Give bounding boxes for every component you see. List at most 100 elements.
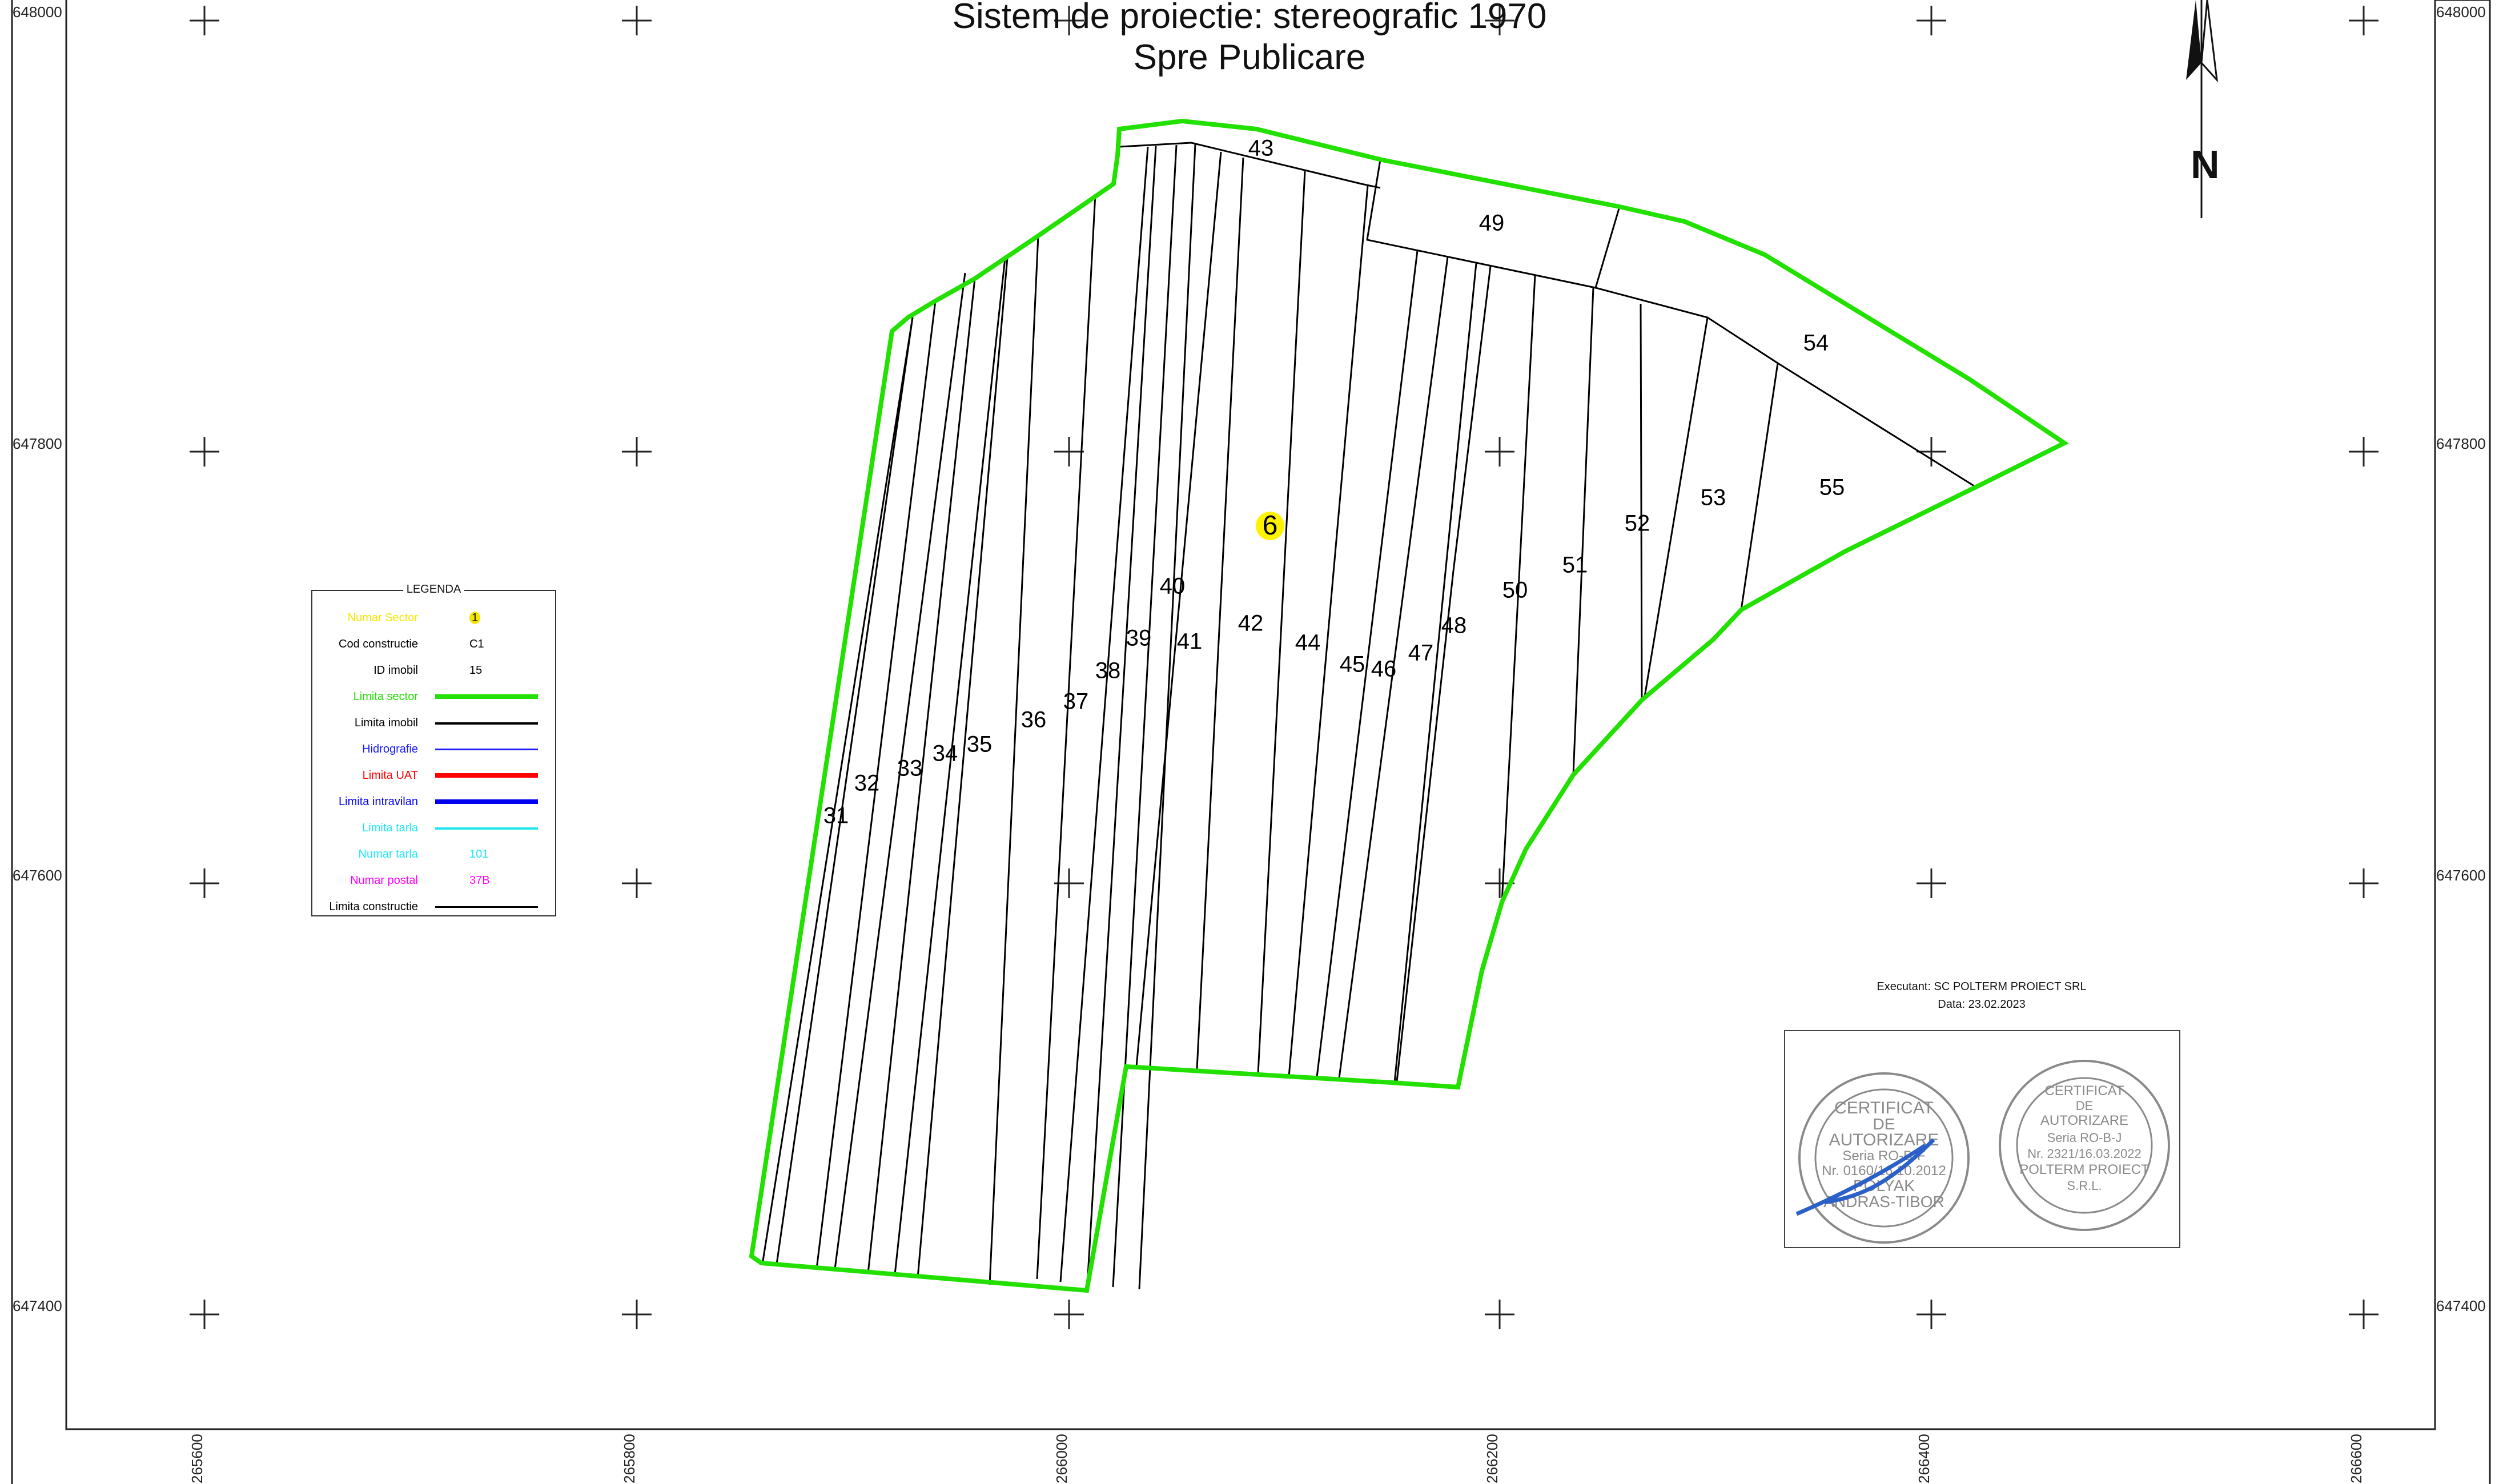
parcel-label-44: 44 bbox=[1295, 630, 1321, 655]
right-stamp-line6: POLTERM PROIECT bbox=[2019, 1162, 2150, 1177]
parcel-label-38: 38 bbox=[1095, 658, 1121, 683]
strip-line-extra-3 bbox=[894, 258, 1006, 1275]
grid-row-647400 bbox=[190, 1300, 2379, 1329]
parcel-label-49: 49 bbox=[1478, 210, 1505, 236]
legend-line-sample bbox=[435, 827, 538, 830]
legend-label: Limita UAT bbox=[362, 769, 418, 782]
right-stamp-line3: AUTORIZARE bbox=[2040, 1113, 2128, 1128]
map-frame bbox=[65, 0, 2436, 1430]
y-label-647800-left: 647800 bbox=[13, 435, 62, 452]
strip-line-11 bbox=[1135, 151, 1222, 1067]
parcel-boundaries bbox=[761, 142, 1976, 1290]
x-label-266400: 266400 bbox=[1915, 1434, 1932, 1483]
right-stamp-line2: DE bbox=[2076, 1099, 2094, 1113]
x-label-266200: 266200 bbox=[1484, 1434, 1501, 1483]
right-stamp-line7: S.R.L. bbox=[2067, 1179, 2102, 1193]
legend-row-hidrografie: Hidrografie bbox=[312, 736, 555, 762]
north-arrow bbox=[2186, 0, 2219, 218]
x-label-266000: 266000 bbox=[1053, 1434, 1070, 1483]
legend-label: Limita intravilan bbox=[339, 795, 418, 808]
strip-line-extra-4 bbox=[1396, 570, 1455, 1082]
strip-line-18 bbox=[1452, 266, 1492, 572]
strip-line-22 bbox=[1644, 317, 1709, 697]
strip-line-extra-1 bbox=[776, 317, 914, 1265]
legend-title: LEGENDA bbox=[403, 583, 465, 596]
sector-boundary bbox=[749, 118, 2069, 1293]
legend-label: Limita constructie bbox=[329, 900, 418, 913]
parcel-label-37: 37 bbox=[1063, 689, 1089, 714]
parcel-label-33: 33 bbox=[897, 755, 923, 781]
parcel-label-36: 36 bbox=[1021, 707, 1047, 733]
legend-row-limita-tarla: Limita tarla bbox=[312, 815, 555, 841]
parcel-label-42: 42 bbox=[1238, 610, 1264, 636]
parcel-49-right-boundary bbox=[1594, 206, 1621, 288]
strip-line-9 bbox=[1112, 144, 1178, 1288]
legend-sample-text: 37B bbox=[469, 874, 490, 887]
left-stamp-line1: CERTIFICAT bbox=[1834, 1099, 1934, 1117]
legend-sample-text: 101 bbox=[469, 848, 489, 860]
legend-label: Limita tarla bbox=[362, 822, 418, 834]
strip-line-4 bbox=[917, 258, 1009, 1278]
legend-line-sample bbox=[435, 906, 538, 908]
executor-info: Executant: SC POLTERM PROIECT SRL Data: … bbox=[1787, 978, 2176, 1014]
legend-line-sample bbox=[435, 722, 538, 725]
legend-row-limita-sector: Limita sector bbox=[312, 683, 555, 710]
legend-label: Cod constructie bbox=[339, 638, 418, 650]
legend-row-numar-sector: Numar Sector 1 bbox=[312, 605, 555, 631]
legend-label: Numar postal bbox=[350, 874, 418, 887]
parcel-label-52: 52 bbox=[1624, 510, 1650, 536]
strip-line-6 bbox=[1036, 194, 1096, 1280]
grid-row-647600 bbox=[190, 868, 2379, 898]
parcel-label-47: 47 bbox=[1408, 640, 1434, 666]
parcel-label-31: 31 bbox=[823, 803, 849, 829]
strip-line-10 bbox=[1138, 144, 1196, 1290]
strip-line-5 bbox=[989, 235, 1039, 1285]
strip-line-20 bbox=[1572, 287, 1594, 775]
strip-line-21 bbox=[1640, 303, 1643, 701]
parcel-label-46: 46 bbox=[1371, 656, 1397, 682]
parcel-label-48: 48 bbox=[1441, 613, 1467, 638]
strip-line-16 bbox=[1338, 256, 1449, 1079]
legend-row-limita-imobil: Limita imobil bbox=[312, 710, 555, 736]
map-subtitle: Spre Publicare bbox=[1133, 38, 1366, 77]
parcel-label-35: 35 bbox=[966, 731, 993, 757]
strip-line-1 bbox=[761, 317, 914, 1265]
executor-date: Data: 23.02.2023 bbox=[1938, 998, 2026, 1011]
y-label-647600-left: 647600 bbox=[13, 867, 62, 884]
legend-label: Numar tarla bbox=[358, 848, 418, 860]
executor-name: Executant: SC POLTERM PROIECT SRL bbox=[1877, 980, 2087, 993]
signature-mark bbox=[1795, 1138, 1935, 1216]
grid-crosses bbox=[190, 6, 2379, 1329]
parcel-label-39: 39 bbox=[1126, 625, 1152, 651]
y-label-647400-left: 647400 bbox=[13, 1297, 62, 1314]
grid-row-647800 bbox=[190, 437, 2379, 466]
right-stamp-line4: Seria RO-B-J bbox=[2047, 1131, 2122, 1145]
legend-row-limita-constructie: Limita constructie bbox=[312, 894, 555, 920]
x-label-266600: 266600 bbox=[2348, 1434, 2365, 1483]
stamps-svg: CERTIFICAT DE AUTORIZARE Seria RO-B-F Nr… bbox=[1795, 1060, 2170, 1244]
parcel-label-51: 51 bbox=[1562, 552, 1588, 578]
legend-row-numar-postal: Numar postal 37B bbox=[312, 867, 555, 894]
strip-line-7 bbox=[1059, 146, 1149, 1282]
right-certificate-stamp: CERTIFICAT DE AUTORIZARE Seria RO-B-J Nr… bbox=[1999, 1060, 2170, 1231]
y-label-647800-right: 647800 bbox=[2436, 435, 2486, 452]
right-stamp-line1: CERTIFICAT bbox=[2044, 1083, 2124, 1099]
legend-sample-badge: 1 bbox=[469, 612, 481, 624]
left-stamp-line7: ANDRAS-TIBOR bbox=[1823, 1193, 1944, 1210]
x-label-265600: 265600 bbox=[188, 1434, 206, 1483]
legend-box: LEGENDA Numar Sector 1 Cod constructie C… bbox=[311, 583, 556, 916]
strip-line-extra-2 bbox=[834, 272, 966, 1269]
parcel-label-32: 32 bbox=[854, 770, 880, 796]
legend-label: Limita imobil bbox=[354, 717, 418, 729]
strip-line-14 bbox=[1288, 185, 1369, 1077]
legend-row-limita-intravilan: Limita intravilan bbox=[312, 789, 555, 815]
strip-line-17 bbox=[1393, 263, 1477, 1083]
legend-line-sample bbox=[435, 749, 538, 750]
left-stamp-line2: DE bbox=[1873, 1115, 1895, 1133]
legend-label: Limita sector bbox=[353, 690, 418, 703]
parcel-49-boundary bbox=[1366, 159, 1976, 488]
legend-line-sample bbox=[435, 799, 538, 804]
strip-line-12 bbox=[1196, 157, 1244, 1069]
parcel-label-54: 54 bbox=[1803, 330, 1829, 356]
